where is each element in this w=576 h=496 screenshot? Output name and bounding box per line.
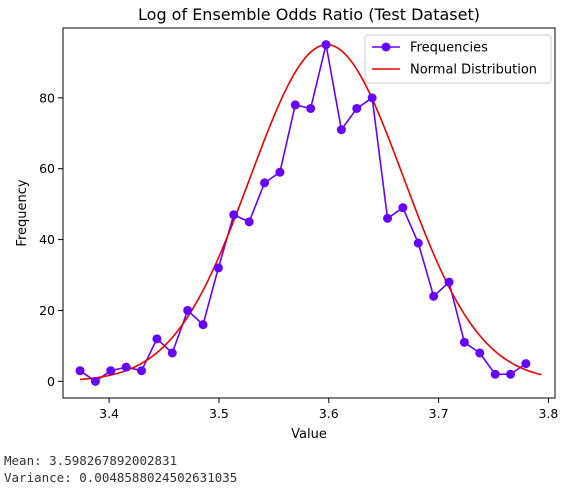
frequency-point bbox=[444, 277, 454, 287]
frequency-point bbox=[459, 337, 469, 347]
legend-marker-frequencies bbox=[381, 42, 391, 52]
frequency-point bbox=[413, 238, 423, 248]
legend-label-normal: Normal Distribution bbox=[410, 63, 537, 78]
series-layer bbox=[75, 40, 542, 386]
frequency-point bbox=[352, 103, 362, 113]
legend: Frequencies Normal Distribution bbox=[364, 34, 552, 84]
frequency-point bbox=[275, 167, 285, 177]
y-tick-label: 40 bbox=[39, 232, 55, 247]
y-axis: 0 20 40 60 80 bbox=[39, 90, 63, 389]
frequency-point bbox=[383, 213, 393, 223]
x-tick-label: 3.7 bbox=[429, 406, 449, 421]
y-tick-label: 80 bbox=[39, 90, 55, 105]
x-axis: 3.4 3.5 3.6 3.7 3.8 bbox=[99, 398, 558, 421]
frequency-point bbox=[321, 40, 331, 50]
stats-output: Mean: 3.598267892002831 Variance: 0.00485… bbox=[4, 452, 237, 486]
y-tick-label: 60 bbox=[39, 161, 55, 176]
frequency-point bbox=[90, 376, 100, 386]
frequency-point bbox=[198, 320, 208, 330]
frequency-point bbox=[244, 217, 254, 227]
legend-box bbox=[364, 34, 552, 84]
x-tick-label: 3.6 bbox=[319, 406, 339, 421]
frequency-point bbox=[367, 93, 377, 103]
frequency-point bbox=[336, 125, 346, 135]
frequency-point bbox=[183, 305, 193, 315]
y-tick-label: 20 bbox=[39, 303, 55, 318]
plot-area bbox=[62, 27, 556, 399]
frequency-point bbox=[167, 348, 177, 358]
frequency-point bbox=[260, 178, 270, 188]
y-axis-label: Frequency bbox=[15, 179, 30, 246]
mean-text: Mean: 3.598267892002831 bbox=[4, 453, 178, 468]
legend-label-frequencies: Frequencies bbox=[410, 41, 488, 56]
frequency-point bbox=[429, 291, 439, 301]
variance-text: Variance: 0.0048588024502631035 bbox=[4, 470, 238, 485]
x-tick-label: 3.4 bbox=[99, 406, 119, 421]
frequency-point bbox=[75, 366, 85, 376]
frequencies-line bbox=[79, 44, 527, 383]
frequency-point bbox=[506, 369, 516, 379]
frequency-point bbox=[398, 203, 408, 213]
frequency-point bbox=[290, 100, 300, 110]
frequency-point bbox=[152, 334, 162, 344]
chart: Log of Ensemble Odds Ratio (Test Dataset… bbox=[15, 5, 558, 442]
frequency-point bbox=[137, 366, 147, 376]
frequency-point bbox=[475, 348, 485, 358]
frequency-point bbox=[229, 210, 239, 220]
x-tick-label: 3.8 bbox=[538, 406, 558, 421]
y-tick-label: 0 bbox=[47, 374, 55, 389]
frequency-point bbox=[106, 366, 116, 376]
frequency-point bbox=[121, 362, 131, 372]
x-tick-label: 3.5 bbox=[209, 406, 229, 421]
frequency-point bbox=[521, 359, 531, 369]
x-axis-label: Value bbox=[291, 427, 327, 442]
frequency-point bbox=[213, 263, 223, 273]
frequency-point bbox=[306, 103, 316, 113]
frequency-point bbox=[490, 369, 500, 379]
chart-title: Log of Ensemble Odds Ratio (Test Dataset… bbox=[138, 5, 480, 24]
normal-distribution-curve bbox=[79, 43, 542, 381]
